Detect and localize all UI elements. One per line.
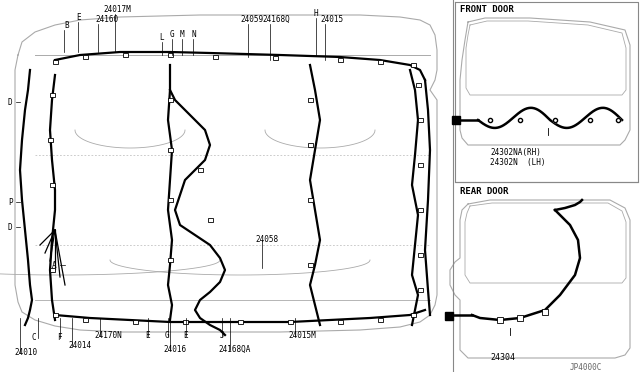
Text: A: A xyxy=(52,261,56,270)
Text: F: F xyxy=(57,333,61,342)
Bar xyxy=(168,148,173,152)
Text: 24014: 24014 xyxy=(68,341,91,350)
Bar xyxy=(183,320,188,324)
Bar xyxy=(83,55,88,59)
Bar xyxy=(48,138,53,142)
Text: 24015: 24015 xyxy=(320,15,343,24)
Text: M: M xyxy=(180,30,184,39)
Bar xyxy=(53,60,58,64)
Text: H: H xyxy=(314,9,319,18)
Bar xyxy=(198,168,203,172)
Text: D: D xyxy=(8,98,13,107)
Bar xyxy=(338,58,343,62)
Bar xyxy=(418,288,423,292)
Bar xyxy=(53,313,58,317)
Bar xyxy=(308,98,313,102)
Bar xyxy=(123,53,128,57)
Bar xyxy=(168,198,173,202)
Bar xyxy=(288,320,293,324)
Bar xyxy=(416,83,421,87)
Text: 24168Q: 24168Q xyxy=(262,15,290,24)
Text: G: G xyxy=(165,331,170,340)
Bar xyxy=(452,116,460,124)
Bar xyxy=(168,53,173,57)
Bar xyxy=(445,312,453,320)
Text: 24168QA: 24168QA xyxy=(218,345,250,354)
Text: P: P xyxy=(8,198,13,207)
Bar xyxy=(517,315,523,321)
Bar xyxy=(50,93,55,97)
Text: B: B xyxy=(64,21,68,30)
Bar xyxy=(208,218,213,222)
Text: 24160: 24160 xyxy=(95,15,118,24)
Text: JP4000C: JP4000C xyxy=(570,363,602,372)
Text: E: E xyxy=(145,331,150,340)
Bar xyxy=(378,60,383,64)
Bar xyxy=(238,320,243,324)
Text: C: C xyxy=(32,333,36,342)
Bar xyxy=(133,320,138,324)
Text: FRONT DOOR: FRONT DOOR xyxy=(460,5,514,14)
Text: 24302NA(RH)
24302N  (LH): 24302NA(RH) 24302N (LH) xyxy=(490,148,545,167)
Bar xyxy=(50,183,55,187)
Text: 24015M: 24015M xyxy=(288,331,316,340)
Bar xyxy=(273,56,278,60)
Bar xyxy=(308,143,313,147)
Bar xyxy=(50,268,55,272)
Bar xyxy=(497,317,503,323)
Bar xyxy=(83,318,88,322)
Bar xyxy=(418,163,423,167)
Bar xyxy=(542,309,548,315)
Text: D: D xyxy=(8,223,13,232)
Bar xyxy=(378,318,383,322)
Text: 24058: 24058 xyxy=(255,235,278,244)
Text: 24059: 24059 xyxy=(240,15,263,24)
Text: 24017M: 24017M xyxy=(103,5,131,14)
Text: 24170N: 24170N xyxy=(94,331,122,340)
Text: N: N xyxy=(191,30,196,39)
Text: J: J xyxy=(220,331,225,340)
Text: E: E xyxy=(76,13,81,22)
Bar xyxy=(308,198,313,202)
Text: E: E xyxy=(183,331,188,340)
Bar xyxy=(168,98,173,102)
Bar xyxy=(338,320,343,324)
Bar xyxy=(411,313,416,317)
Text: 24010: 24010 xyxy=(14,348,37,357)
Bar xyxy=(418,118,423,122)
Text: 24016: 24016 xyxy=(163,345,186,354)
Bar xyxy=(418,253,423,257)
Bar xyxy=(418,208,423,212)
Text: REAR DOOR: REAR DOOR xyxy=(460,187,508,196)
Text: 24304: 24304 xyxy=(490,353,515,362)
Text: G: G xyxy=(170,30,175,39)
Bar xyxy=(213,55,218,59)
Bar xyxy=(411,63,416,67)
Bar xyxy=(308,263,313,267)
Text: L: L xyxy=(159,33,164,42)
Bar xyxy=(168,258,173,262)
